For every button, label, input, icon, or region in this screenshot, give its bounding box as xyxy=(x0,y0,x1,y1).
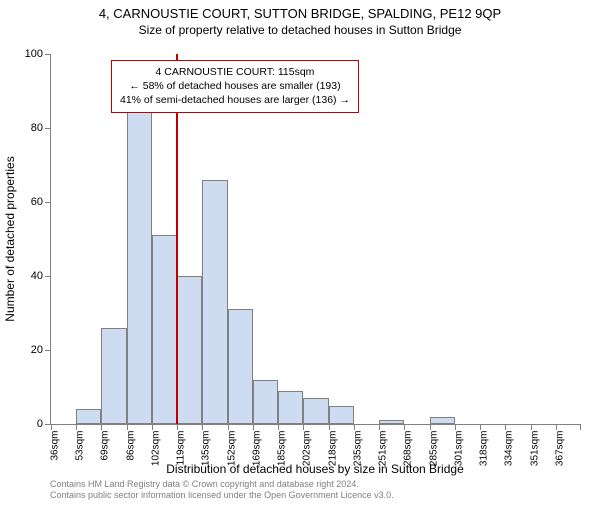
x-tick-label: 218sqm xyxy=(327,431,338,467)
chart-container: Number of detached properties 0204060801… xyxy=(50,54,580,424)
histogram-bar xyxy=(127,110,152,425)
x-tick-label: 152sqm xyxy=(226,431,237,467)
x-tick-label: 36sqm xyxy=(50,431,61,461)
x-tick-label: 268sqm xyxy=(403,431,414,467)
x-tick xyxy=(404,424,405,430)
x-tick-label: 318sqm xyxy=(479,431,490,467)
x-tick-label: 285sqm xyxy=(428,431,439,467)
footer-line-2: Contains public sector information licen… xyxy=(50,490,394,502)
y-tick-label: 20 xyxy=(31,344,43,356)
x-tick-label: 119sqm xyxy=(176,431,187,466)
y-axis-label: Number of detached properties xyxy=(3,156,17,321)
x-tick xyxy=(354,424,355,430)
x-tick xyxy=(177,424,178,430)
page-title: 4, CARNOUSTIE COURT, SUTTON BRIDGE, SPAL… xyxy=(0,6,600,21)
x-tick xyxy=(580,424,581,430)
x-tick-label: 301sqm xyxy=(453,431,464,467)
y-tick xyxy=(45,202,51,203)
x-tick xyxy=(253,424,254,430)
histogram-bar xyxy=(177,276,202,424)
y-tick xyxy=(45,54,51,55)
histogram-bar xyxy=(278,391,303,424)
histogram-bar xyxy=(303,398,328,424)
x-tick xyxy=(278,424,279,430)
y-tick-label: 100 xyxy=(25,48,43,60)
histogram-bar xyxy=(430,417,455,424)
x-tick xyxy=(556,424,557,430)
x-tick xyxy=(531,424,532,430)
x-tick-label: 334sqm xyxy=(504,431,515,467)
footer-line-1: Contains HM Land Registry data © Crown c… xyxy=(50,479,394,491)
histogram-bar xyxy=(379,420,404,424)
info-box-line: ← 58% of detached houses are smaller (19… xyxy=(120,79,350,93)
y-tick xyxy=(45,128,51,129)
histogram-bar xyxy=(101,328,126,424)
x-tick xyxy=(228,424,229,430)
x-tick xyxy=(101,424,102,430)
histogram-bar xyxy=(329,406,354,425)
histogram-bar xyxy=(76,409,101,424)
y-tick xyxy=(45,350,51,351)
histogram-bar xyxy=(228,309,253,424)
x-tick xyxy=(379,424,380,430)
x-tick xyxy=(76,424,77,430)
x-tick-label: 351sqm xyxy=(529,431,540,467)
page-subtitle: Size of property relative to detached ho… xyxy=(0,23,600,37)
x-tick xyxy=(202,424,203,430)
x-tick-label: 169sqm xyxy=(251,431,262,467)
histogram-bar xyxy=(152,235,177,424)
x-tick xyxy=(51,424,52,430)
histogram-bar xyxy=(253,380,278,424)
x-tick xyxy=(303,424,304,430)
y-tick-label: 40 xyxy=(31,270,43,282)
x-tick-label: 69sqm xyxy=(100,431,111,461)
x-tick-label: 53sqm xyxy=(75,431,86,461)
x-tick xyxy=(152,424,153,430)
info-box-line: 4 CARNOUSTIE COURT: 115sqm xyxy=(120,65,350,79)
x-tick-label: 235sqm xyxy=(352,431,363,467)
x-tick-label: 102sqm xyxy=(150,431,161,467)
y-tick xyxy=(45,276,51,277)
y-tick-label: 80 xyxy=(31,122,43,134)
x-tick xyxy=(505,424,506,430)
footer: Contains HM Land Registry data © Crown c… xyxy=(50,479,394,502)
plot-area: 02040608010036sqm53sqm69sqm86sqm102sqm11… xyxy=(50,54,581,425)
y-tick-label: 0 xyxy=(37,418,43,430)
x-tick-label: 202sqm xyxy=(302,431,313,467)
x-tick-label: 86sqm xyxy=(125,431,136,461)
x-tick-label: 135sqm xyxy=(201,431,212,467)
info-box-line: 41% of semi-detached houses are larger (… xyxy=(120,93,350,107)
x-tick-label: 251sqm xyxy=(378,431,389,467)
x-axis-label: Distribution of detached houses by size … xyxy=(50,462,580,476)
x-tick xyxy=(329,424,330,430)
y-tick-label: 60 xyxy=(31,196,43,208)
x-tick xyxy=(480,424,481,430)
x-tick-label: 367sqm xyxy=(554,431,565,467)
histogram-bar xyxy=(202,180,227,424)
x-tick xyxy=(455,424,456,430)
x-tick xyxy=(127,424,128,430)
x-tick xyxy=(430,424,431,430)
x-tick-label: 185sqm xyxy=(277,431,288,467)
info-box: 4 CARNOUSTIE COURT: 115sqm← 58% of detac… xyxy=(111,60,359,113)
